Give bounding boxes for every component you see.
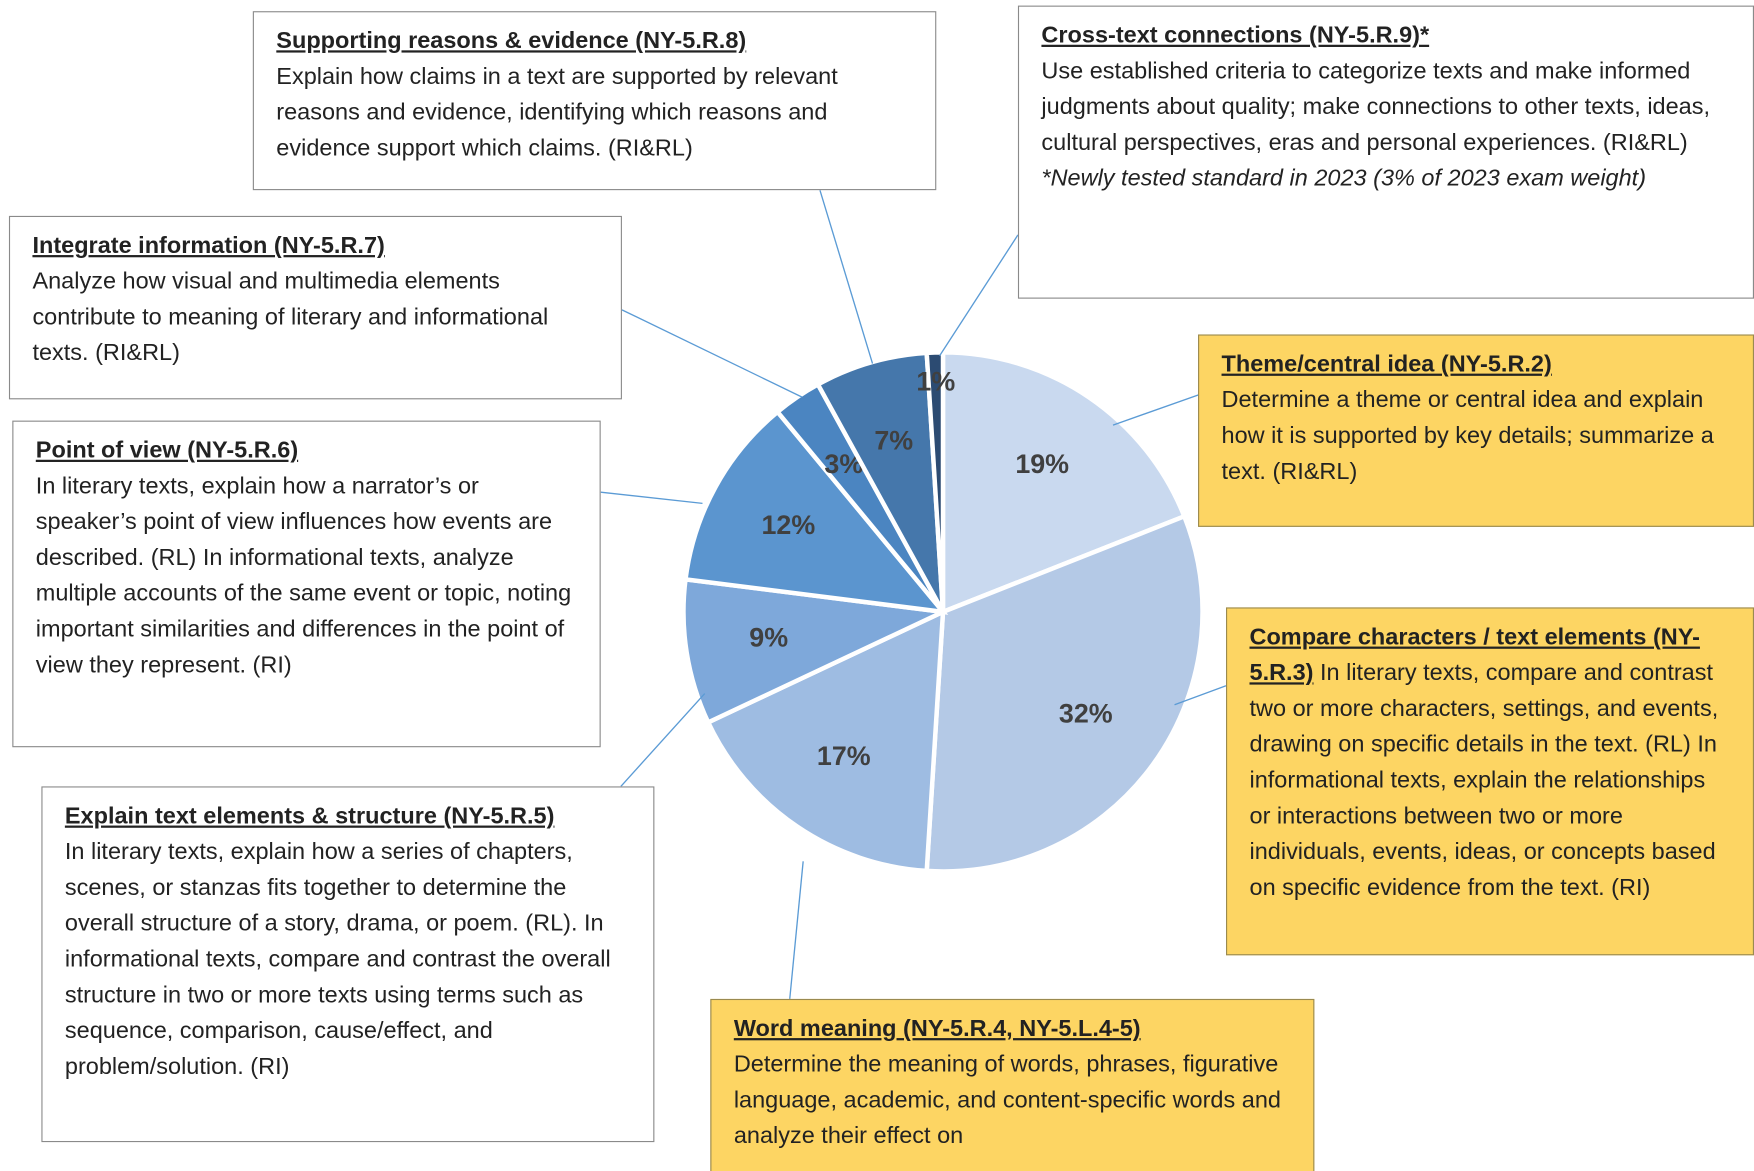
callout-box: Integrate information (NY-5.R.7) Analyze … — [8, 215, 622, 400]
callout-box: Cross-text connections (NY-5.R.9)* Use es… — [1017, 5, 1754, 299]
callout-title: Point of view (NY-5.R.6) — [35, 437, 299, 464]
value-label: 1% — [916, 367, 955, 397]
pie-slice — [705, 608, 946, 874]
callout-text: Determine the meaning of words, phrases,… — [733, 1051, 1281, 1149]
value-label: 9% — [749, 623, 788, 653]
pie-slice — [683, 408, 949, 615]
callout-text: In literary texts, explain how a series … — [64, 838, 611, 1080]
callout-title: Supporting reasons & evidence (NY-5.R.8) — [276, 27, 747, 54]
value-label: 7% — [874, 426, 913, 456]
callout-title: Integrate information (NY-5.R.7) — [32, 232, 385, 259]
leader-line — [1112, 390, 1209, 426]
callout-text: Use established criteria to categorize t… — [1041, 58, 1711, 156]
leader-line — [1174, 685, 1227, 706]
leader-line — [939, 234, 1019, 357]
annotation: *Newly tested standard in 2023 (3% of 20… — [1041, 165, 1647, 192]
callout-title: Explain text elements & structure (NY-5.… — [64, 803, 555, 829]
callout-text: In literary texts, explain how a narrato… — [35, 473, 572, 678]
callout-text: In literary texts, compare and contrast … — [1249, 659, 1719, 901]
leader-line — [621, 309, 803, 398]
callout-text: Analyze how visual and multimedia elemen… — [32, 268, 549, 366]
callout-text: Determine a theme or central idea and ex… — [1221, 387, 1714, 485]
callout-title: Compare characters / text elements (NY-5… — [1249, 624, 1700, 686]
callout-box: Theme/central idea (NY-5.R.2) Determine a… — [1198, 334, 1754, 527]
leader-line — [819, 189, 874, 364]
callout-title: Word meaning (NY-5.R.4, NY-5.L.4-5) — [733, 1015, 1141, 1042]
callout-box: Explain text elements & structure (NY-5.… — [41, 786, 655, 1143]
callout-title: Theme/central idea (NY-5.R.2) — [1221, 351, 1552, 377]
leader-line — [620, 693, 706, 787]
leader-line — [600, 491, 703, 505]
callout-box: Compare characters / text elements (NY-5… — [1226, 607, 1754, 956]
callout-text: Explain how claims in a text are support… — [276, 63, 838, 162]
value-label: 12% — [762, 510, 816, 540]
callout-title: Cross-text connections (NY-5.R.9)* — [1041, 22, 1430, 49]
leader-line — [789, 861, 804, 999]
value-label: 17% — [817, 741, 871, 771]
value-label: 19% — [1015, 449, 1069, 479]
pie-slice — [924, 513, 1205, 874]
callout-box: Supporting reasons & evidence (NY-5.R.8)… — [252, 11, 937, 191]
callout-box: Word meaning (NY-5.R.4, NY-5.L.4-5) Deter… — [710, 998, 1315, 1171]
pie-slice — [924, 350, 946, 613]
value-label: 32% — [1059, 699, 1113, 729]
pie-slice — [940, 350, 1188, 616]
pie-slice — [681, 576, 951, 726]
callout-box: Point of view (NY-5.R.6) In literary text… — [12, 420, 601, 748]
